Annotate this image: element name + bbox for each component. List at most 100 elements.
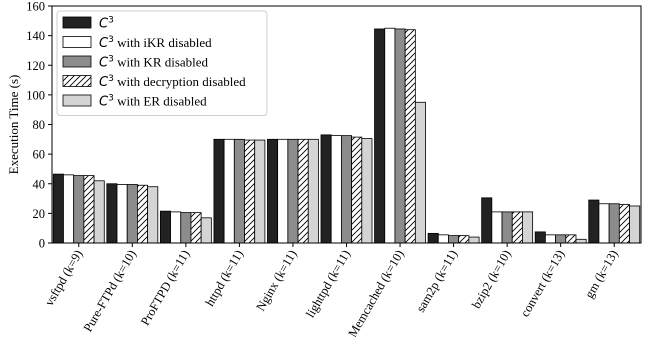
legend-label-base: C [99, 17, 109, 32]
bar [307, 138, 319, 244]
bar [458, 235, 470, 244]
x-tick-label: bzip2 (k=10) [469, 248, 514, 311]
bar [106, 183, 118, 244]
x-tick-label: sam2p (k=11) [413, 248, 460, 315]
x-tick-label: lighttpd (k=11) [303, 248, 353, 321]
bar [159, 210, 171, 244]
bar [608, 203, 620, 244]
x-tick-label: Nginx (k=11) [253, 248, 299, 314]
bar [618, 204, 630, 244]
legend-label-suffix: with ER disabled [114, 94, 207, 109]
legend-swatch [62, 16, 92, 29]
legend-label-suffix: with iKR disabled [114, 35, 212, 50]
bar [511, 211, 523, 244]
legend-label-suffix: with KR disabled [114, 55, 209, 70]
legend-swatch [62, 36, 92, 48]
legend-label: C3 [99, 16, 114, 32]
y-tick-label: 0 [39, 237, 45, 251]
y-tick-label: 120 [26, 59, 45, 73]
bar [629, 205, 641, 244]
bars-layer [52, 27, 641, 244]
bar [287, 138, 299, 244]
bar [598, 203, 610, 244]
y-tick-label: 60 [33, 148, 46, 162]
bar [93, 180, 105, 244]
legend-swatch [62, 75, 92, 87]
y-tick-label: 100 [26, 88, 45, 102]
legend-label: C3 with KR disabled [99, 55, 209, 71]
legend-label-base: C [99, 75, 109, 90]
bar [213, 138, 225, 244]
y-tick-label: 160 [26, 0, 45, 14]
bar [137, 184, 149, 244]
bar [233, 138, 245, 244]
bar [404, 29, 416, 244]
bar [394, 28, 406, 244]
bar [52, 173, 64, 244]
y-axis-title: Execution Time (s) [6, 75, 21, 175]
x-tick-label: ProFTPD (k=11) [138, 248, 192, 328]
y-tick-label: 40 [33, 177, 46, 191]
bar [384, 27, 396, 244]
bar [244, 139, 256, 244]
bar [190, 212, 202, 244]
bar [501, 211, 513, 244]
bar [555, 234, 567, 244]
legend-label-suffix: with decryption disabled [114, 74, 246, 89]
legend-label-sup: 3 [108, 74, 114, 84]
bar [340, 135, 352, 244]
legend-label-sup: 3 [108, 35, 114, 45]
legend-label: C3 with decryption disabled [99, 74, 246, 90]
bar [468, 236, 480, 244]
bar [73, 175, 85, 244]
bar [448, 235, 460, 244]
bar [575, 238, 587, 244]
bar [126, 184, 138, 244]
bar [481, 197, 493, 244]
bar [277, 138, 289, 244]
bar [361, 138, 373, 244]
bar [147, 186, 159, 244]
y-tick-label: 20 [33, 207, 46, 221]
bar [83, 175, 95, 244]
bar [297, 138, 309, 244]
legend-label-sup: 3 [108, 55, 114, 65]
legend-box [56, 10, 268, 116]
bar [180, 212, 192, 244]
legend-label-base: C [99, 95, 109, 110]
bar [534, 231, 546, 244]
bar [351, 136, 363, 244]
y-tick-label: 80 [33, 118, 46, 132]
x-tick-label: Memcached (k=10) [345, 248, 406, 337]
x-tick-label: Pure-FTPd (k=10) [81, 248, 139, 335]
bar [544, 234, 556, 244]
legend-swatch [62, 55, 92, 68]
bar [200, 217, 212, 244]
bar [320, 134, 332, 244]
bar [170, 211, 182, 244]
bar [437, 234, 449, 244]
legend-label-base: C [99, 56, 109, 71]
legend-label-sup: 3 [108, 94, 114, 104]
legend-swatch [62, 94, 92, 107]
legend-label: C3 with ER disabled [99, 94, 207, 110]
bar [330, 135, 342, 244]
bar [491, 211, 503, 244]
x-tick-label: vsftpd (k=9) [42, 248, 85, 309]
bar [223, 138, 235, 244]
legend-label-base: C [99, 36, 109, 51]
x-tick-label: gm (k=13) [582, 248, 621, 301]
bar [414, 101, 426, 244]
y-tick-label: 140 [26, 29, 45, 43]
bar [522, 211, 534, 244]
bar [63, 174, 75, 244]
bar [116, 184, 128, 244]
x-tick-label: httpd (k=11) [203, 248, 246, 309]
x-tick-label: convert (k=13) [518, 248, 567, 320]
bar [427, 232, 439, 244]
bar [588, 199, 600, 244]
legend-label-sup: 3 [108, 16, 114, 26]
bar [565, 234, 577, 244]
